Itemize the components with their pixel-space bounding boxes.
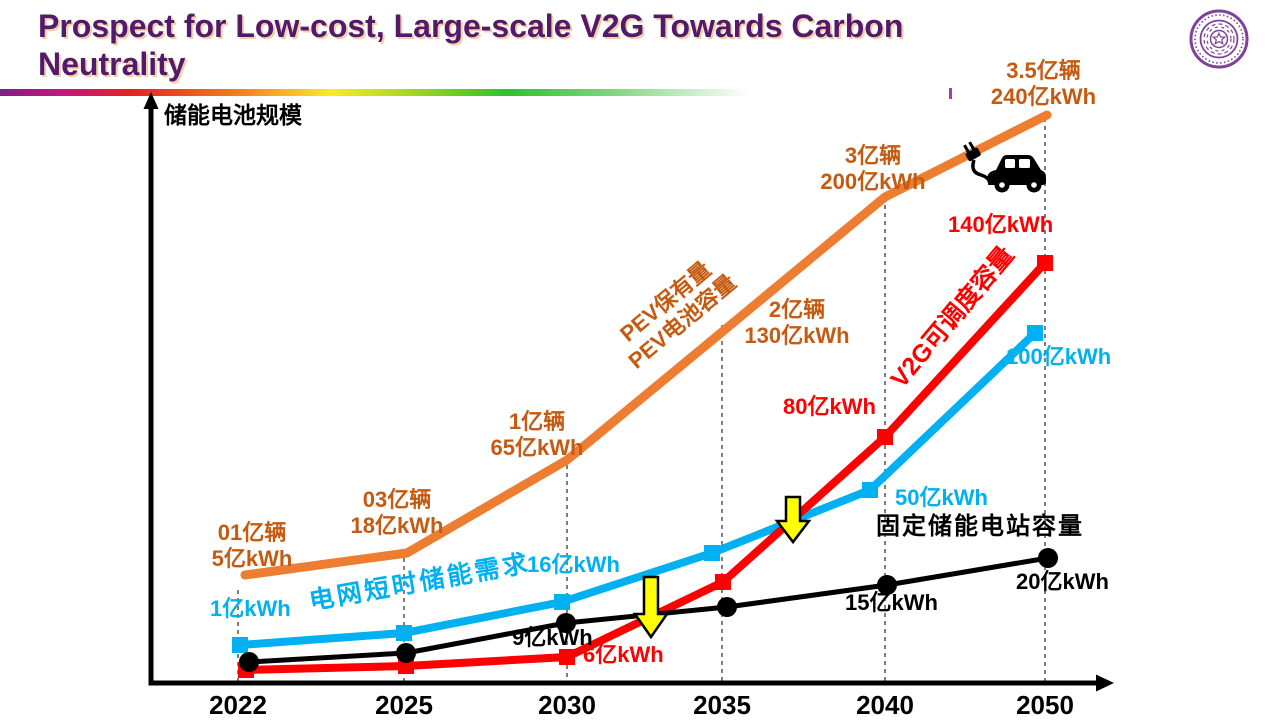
label-v2g-2050: 140亿kWh xyxy=(948,212,1054,237)
marker-grid_demand xyxy=(704,545,720,561)
marker-grid_demand xyxy=(396,625,412,641)
label-sta-2050: 20亿kWh xyxy=(1016,569,1109,594)
label-grid-2050: 100亿kWh xyxy=(1006,344,1112,369)
y-axis-title: 储能电池规模 xyxy=(164,102,302,128)
label-v2g-2030: 6亿kWh xyxy=(583,642,664,667)
slide-title: Prospect for Low-cost, Large-scale V2G T… xyxy=(38,8,904,82)
label-pev-2025: 03亿辆 18亿kWh xyxy=(350,487,444,538)
label-v2g-2040: 80亿kWh xyxy=(783,394,876,419)
label-pev-2022: 01亿辆 5亿kWh xyxy=(211,520,293,571)
stray-cursor-mark xyxy=(949,88,952,99)
y-axis-arrowhead-icon xyxy=(143,92,159,109)
label-pev-2030: 1亿辆 65亿kWh xyxy=(490,409,584,460)
x-tick-2022: 2022 xyxy=(209,690,267,720)
marker-stationary xyxy=(396,643,416,663)
marker-grid_demand xyxy=(232,637,248,653)
marker-stationary xyxy=(556,613,576,633)
label-grid-2030: 16亿kWh xyxy=(527,552,620,577)
label-sta-2030: 9亿kWh xyxy=(512,625,593,650)
marker-v2g xyxy=(1037,255,1053,271)
label-sta-2040: 15亿kWh xyxy=(845,590,938,615)
label-pev-2035: 2亿辆 130亿kWh xyxy=(744,297,850,348)
label-pev-2050: 3.5亿辆 240亿kWh xyxy=(990,58,1097,109)
marker-v2g xyxy=(559,649,575,665)
series-line-pev xyxy=(240,110,1052,580)
annotations xyxy=(632,141,1046,640)
label-pev-2040: 3亿辆 200亿kWh xyxy=(820,143,926,194)
x-tick-2040: 2040 xyxy=(856,690,914,720)
marker-grid_demand xyxy=(862,482,878,498)
rainbow-accent-bar xyxy=(0,89,872,96)
marker-grid_demand xyxy=(1027,325,1043,341)
marker-stationary xyxy=(1038,548,1058,568)
marker-grid_demand xyxy=(554,594,570,610)
marker-v2g xyxy=(877,429,893,445)
x-tick-2025: 2025 xyxy=(375,690,433,720)
crossover-arrow-down-icon xyxy=(774,495,812,545)
x-tick-2035: 2035 xyxy=(693,690,751,720)
axes xyxy=(143,92,1114,692)
marker-stationary xyxy=(877,575,897,595)
x-axis-arrowhead-icon xyxy=(1096,674,1114,692)
label-grid-2040: 50亿kWh xyxy=(895,485,988,510)
marker-stationary xyxy=(717,597,737,617)
label-grid-2022: 1亿kWh xyxy=(210,596,291,621)
marker-stationary xyxy=(239,652,259,672)
x-tick-2030: 2030 xyxy=(538,690,596,720)
marker-v2g xyxy=(715,574,731,590)
tsinghua-logo-icon xyxy=(1189,9,1249,69)
ev-car-icon xyxy=(963,141,1046,193)
series-line-grid_demand xyxy=(236,329,1039,649)
label-series-stationary: 固定储能电站容量 xyxy=(876,513,1084,540)
x-tick-2050: 2050 xyxy=(1016,690,1074,720)
crossover-arrow-down-icon xyxy=(632,575,670,640)
